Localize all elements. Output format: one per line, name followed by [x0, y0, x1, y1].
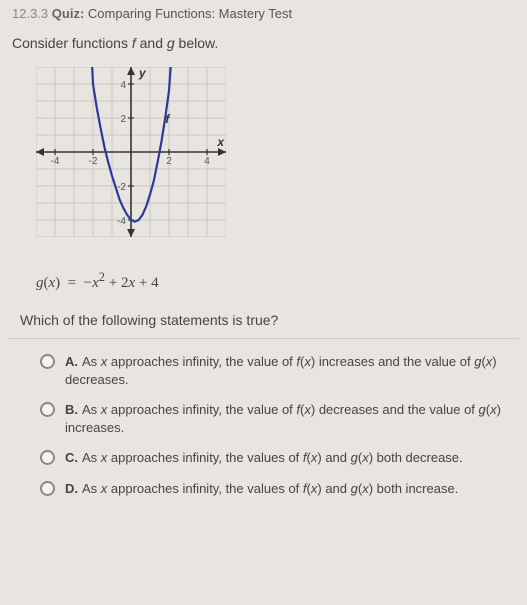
choice-c[interactable]: C. As x approaches infinity, the values o…	[40, 449, 507, 467]
choices-list: A.As x approaches infinity, the value of…	[0, 339, 527, 518]
quiz-label: Quiz:	[52, 6, 85, 21]
function-graph: -4-224-4-224xyf	[36, 67, 226, 237]
svg-text:4: 4	[204, 156, 210, 167]
graph-container: -4-224-4-224xyf	[36, 67, 527, 242]
svg-text:-4: -4	[117, 216, 126, 227]
radio-icon[interactable]	[40, 450, 55, 465]
choice-b[interactable]: B.As x approaches infinity, the value of…	[40, 401, 507, 436]
radio-icon[interactable]	[40, 354, 55, 369]
quiz-title: Comparing Functions: Mastery Test	[88, 6, 292, 21]
svg-text:y: y	[138, 67, 147, 80]
svg-text:-4: -4	[51, 156, 60, 167]
svg-text:x: x	[216, 135, 225, 149]
svg-text:2: 2	[120, 114, 126, 125]
prompt-g: g	[167, 35, 175, 51]
choice-letter: B.	[65, 402, 78, 417]
choice-letter: D.	[65, 481, 78, 496]
choice-text: As x approaches infinity, the value of f…	[65, 354, 497, 387]
choice-a[interactable]: A.As x approaches infinity, the value of…	[40, 353, 507, 388]
choice-letter: A.	[65, 354, 78, 369]
prompt-suffix: below.	[175, 35, 219, 51]
prompt-prefix: Consider functions	[12, 35, 132, 51]
choice-d[interactable]: D. As x approaches infinity, the values o…	[40, 480, 507, 498]
svg-text:-2: -2	[89, 156, 98, 167]
radio-icon[interactable]	[40, 402, 55, 417]
question-text: Which of the following statements is tru…	[8, 298, 519, 339]
quiz-header: 12.3.3 Quiz: Comparing Functions: Master…	[0, 0, 527, 27]
svg-text:2: 2	[166, 156, 172, 167]
choice-text: As x approaches infinity, the value of f…	[65, 402, 501, 435]
svg-text:-2: -2	[117, 182, 126, 193]
choice-letter: C.	[65, 450, 78, 465]
equation-g: g(x) = −x2 + 2x + 4	[36, 270, 527, 292]
choice-text: As x approaches infinity, the values of …	[82, 450, 463, 465]
choice-text: As x approaches infinity, the values of …	[82, 481, 458, 496]
quiz-number: 12.3.3	[12, 6, 48, 21]
radio-icon[interactable]	[40, 481, 55, 496]
svg-text:4: 4	[120, 80, 126, 91]
prompt-text: Consider functions f and g below.	[0, 27, 527, 63]
prompt-mid: and	[136, 35, 167, 51]
